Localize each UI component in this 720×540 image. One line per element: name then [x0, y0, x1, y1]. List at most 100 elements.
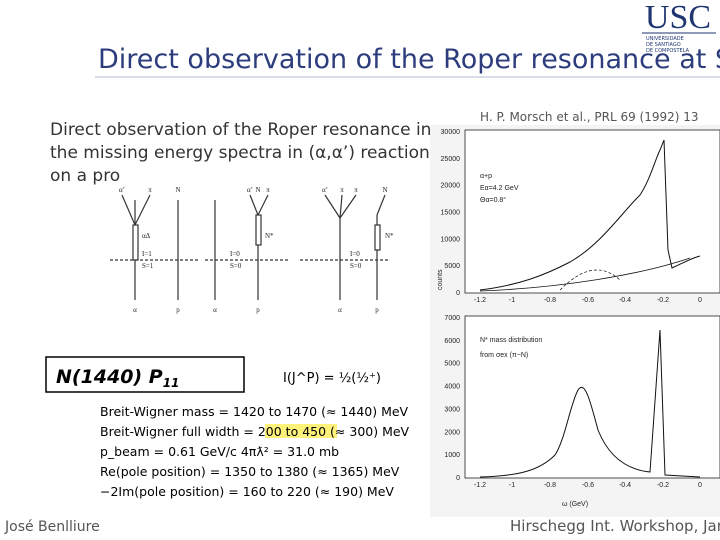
- diagram-top-label: α’: [247, 186, 253, 194]
- x-tick-label: 0: [698, 482, 702, 489]
- background-curve: [479, 257, 691, 292]
- diagram-inner-label: I=1: [142, 250, 152, 258]
- diagram-top-label: π: [266, 186, 270, 194]
- fit-curve: [559, 269, 621, 291]
- x-tick-label: 0: [698, 297, 702, 304]
- y-tick-label: 6000: [444, 338, 460, 345]
- x-tick-label: -1: [509, 482, 515, 489]
- footer-left: José Benlliure: [4, 519, 100, 535]
- y-tick-label: 25000: [441, 156, 461, 163]
- x-tick-label: -0.4: [619, 482, 631, 489]
- diagram-top-label: N: [382, 186, 387, 194]
- diagram-inner-label: I=0: [350, 250, 360, 258]
- diagram-bottom-label: α: [133, 306, 137, 314]
- pdg-row: −2Im(pole position) = 160 to 220 (≈ 190)…: [100, 484, 394, 499]
- pdg-row: Re(pole position) = 1350 to 1380 (≈ 1365…: [100, 464, 400, 479]
- pdg-box: [45, 356, 245, 393]
- plot-legend: from σex (π−N): [480, 352, 528, 359]
- logo: USC: [645, 0, 711, 36]
- body-line: the missing energy spectra in (α,α’) rea…: [50, 143, 439, 163]
- diagram-bg: [108, 184, 398, 320]
- y-tick-label: 5000: [444, 361, 460, 368]
- diagram-bottom-label: p: [256, 306, 260, 314]
- y-tick-label: 4000: [444, 384, 460, 391]
- logo-line: DE SANTIAGO: [646, 42, 681, 48]
- x-tick-label: -1.2: [474, 297, 486, 304]
- diagram-inner-label: N*: [385, 232, 394, 240]
- x-tick-label: -1.2: [474, 482, 486, 489]
- y-tick-label: 10000: [441, 236, 461, 243]
- pdg-row: Breit-Wigner full width = 200 to 450 (≈ …: [100, 424, 410, 439]
- y-tick-label: 2000: [444, 429, 460, 436]
- x-tick-label: -0.8: [544, 482, 556, 489]
- slide-title: Direct observation of the Roper resonanc…: [98, 44, 720, 75]
- x-tick-label: -0.2: [657, 297, 669, 304]
- x-axis-label: ω (GeV): [562, 501, 588, 508]
- plot-legend: Eα=4.2 GeV: [480, 185, 519, 192]
- y-tick-label: 5000: [444, 263, 460, 270]
- diagram-inner-label: αΔ: [142, 232, 151, 240]
- pdg-row-part: Breit-Wigner full width =: [100, 424, 258, 439]
- pdg-rows: Breit-Wigner mass = 1420 to 1470 (≈ 1440…: [100, 404, 410, 499]
- logo-line: UNIVERSIDADE: [646, 36, 684, 42]
- plot-legend: N* mass distribution: [480, 337, 542, 344]
- pdg-name-main: N(1440) P: [56, 366, 163, 388]
- diagram-bottom-label: p: [375, 306, 379, 314]
- body-line: Direct observation of the Roper resonanc…: [50, 120, 431, 140]
- pdg-row: Breit-Wigner mass = 1420 to 1470 (≈ 1440…: [100, 404, 409, 419]
- x-tick-label: -0.2: [657, 482, 669, 489]
- diagram-top-label: π: [354, 186, 358, 194]
- diagram-bottom-label: α: [213, 306, 217, 314]
- pdg-row: p_beam = 0.61 GeV/c 4πƛ² = 31.0 mb: [100, 444, 339, 459]
- diagram-inner-label: I=0: [230, 250, 240, 258]
- y-tick-label: 3000: [444, 406, 460, 413]
- plot-bottom-frame: [464, 315, 720, 479]
- logo-line: DE COMPOSTELA: [646, 48, 690, 54]
- diagram-top-label: N: [175, 186, 180, 194]
- diagram-top-label: α’: [322, 186, 328, 194]
- spectrum-top: [479, 139, 701, 291]
- y-tick-label: 7000: [444, 315, 460, 322]
- plot-top-frame: [464, 129, 720, 294]
- pdg-name: N(1440) P11: [56, 366, 179, 390]
- y-tick-label: 1000: [444, 452, 460, 459]
- diagram-bottom-label: p: [176, 306, 180, 314]
- plot-legend: α+p: [480, 173, 492, 180]
- y-tick-label: 15000: [441, 210, 461, 217]
- y-axis-label: counts: [437, 269, 444, 290]
- pdg-quantum: I(J^P) = ½(½⁺): [283, 371, 381, 386]
- pdg-row-part: (≈ 300) MeV: [326, 424, 409, 439]
- x-tick-label: -0.8: [544, 297, 556, 304]
- x-tick-label: -0.6: [582, 297, 594, 304]
- diagram-top-label: π: [148, 186, 152, 194]
- diagram-bottom-label: α: [338, 306, 342, 314]
- diagram-inner-label: S=0: [350, 262, 362, 270]
- diagram-inner-label: S=0: [230, 262, 242, 270]
- diagram-top-label: π: [340, 186, 344, 194]
- diagram-top-label: α’: [119, 186, 125, 194]
- highlight: [265, 424, 337, 438]
- diagram-inner-label: N*: [265, 232, 274, 240]
- y-tick-label: 20000: [441, 183, 461, 190]
- y-tick-label: 30000: [441, 129, 461, 136]
- footer-right: Hirschegg Int. Workshop, Janua: [510, 517, 720, 535]
- diagram-inner-label: S=1: [142, 262, 154, 270]
- x-tick-label: -0.4: [619, 297, 631, 304]
- y-tick-label: 0: [456, 290, 460, 297]
- pdg-name-sub: 11: [163, 376, 180, 390]
- body-line: on a pro: [50, 166, 120, 186]
- x-tick-label: -0.6: [582, 482, 594, 489]
- x-tick-label: -1: [509, 297, 515, 304]
- plot-legend: Θα=0.8°: [480, 196, 506, 204]
- feynman-diagrams: [110, 194, 390, 300]
- diagram-top-label: N: [255, 186, 260, 194]
- body-text: Direct observation of the Roper resonanc…: [50, 120, 439, 186]
- y-tick-label: 0: [456, 475, 460, 482]
- reference: H. P. Morsch et al., PRL 69 (1992) 13: [480, 110, 699, 124]
- pdg-row-part: 200 to 450: [258, 424, 326, 439]
